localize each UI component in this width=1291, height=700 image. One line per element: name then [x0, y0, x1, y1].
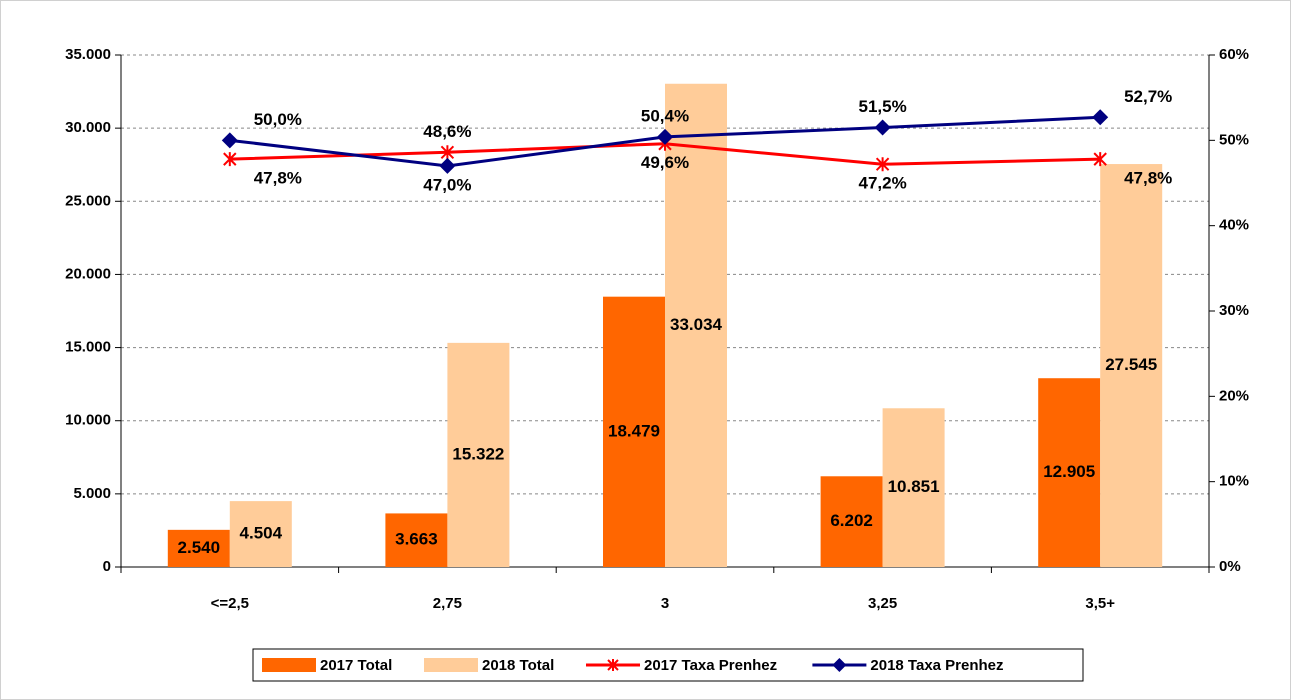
line-value-label: 50,4%	[641, 106, 689, 125]
y2-tick-label: 20%	[1219, 387, 1249, 404]
bar	[882, 408, 945, 567]
legend: 2017 Total 2018 Total 2017 Taxa Prenhez 201…	[252, 648, 1084, 682]
line-value-label: 47,2%	[858, 174, 906, 193]
y-tick-label: 5.000	[73, 485, 111, 502]
legend-box	[252, 648, 1084, 682]
bar	[167, 529, 230, 567]
bar-value-label: 6.202	[830, 511, 873, 530]
line-marker	[221, 132, 238, 149]
line-marker	[1092, 109, 1109, 126]
y2-tick-label: 10%	[1219, 473, 1249, 490]
y2-tick-label: 50%	[1219, 131, 1249, 148]
x-tick-label: 3	[661, 595, 669, 612]
bar-value-label: 3.663	[395, 530, 438, 549]
bar	[229, 501, 292, 567]
bar	[1038, 378, 1101, 567]
line-marker	[439, 157, 456, 174]
bar	[603, 296, 665, 567]
line-value-label: 51,5%	[858, 97, 906, 116]
y2-tick-label: 40%	[1219, 217, 1249, 234]
legend-marker	[607, 659, 619, 671]
line-value-label: 48,6%	[423, 122, 471, 141]
line-marker	[874, 119, 891, 136]
bar	[385, 513, 448, 567]
x-tick-label: 2,75	[433, 595, 462, 612]
y-tick-label: 20.000	[65, 265, 111, 282]
line-marker	[440, 145, 455, 160]
y2-tick-label: 60%	[1219, 46, 1249, 63]
line-marker	[223, 152, 237, 167]
line-value-label: 50,0%	[254, 110, 302, 129]
x-tick-label: <=2,5	[211, 595, 249, 612]
bar-value-label: 4.504	[240, 524, 283, 543]
bar-value-label: 18.479	[608, 421, 660, 440]
bar	[447, 342, 510, 567]
bar	[820, 476, 883, 567]
legend-label: 2018 Taxa Prenhez	[870, 657, 1003, 674]
y2-tick-label: 0%	[1219, 558, 1241, 575]
y-tick-label: 35.000	[65, 46, 111, 63]
y-tick-label: 30.000	[65, 119, 111, 136]
bar-value-label: 33.034	[670, 315, 723, 334]
legend-label: 2018 Total	[482, 657, 554, 674]
line-value-label: 52,7%	[1124, 87, 1172, 106]
x-tick-label: 3,5+	[1085, 595, 1115, 612]
bar	[1100, 164, 1163, 567]
bar-value-label: 10.851	[888, 477, 940, 496]
legend-label: 2017 Total	[320, 657, 392, 674]
line-value-label: 49,6%	[641, 153, 689, 172]
bar	[665, 83, 727, 568]
line-value-label: 47,0%	[423, 175, 471, 194]
y-tick-label: 10.000	[65, 412, 111, 429]
bar-value-label: 2.540	[178, 538, 221, 557]
y-tick-label: 0	[103, 558, 111, 575]
legend-label: 2017 Taxa Prenhez	[644, 657, 777, 674]
line-marker	[875, 157, 890, 172]
y2-tick-label: 30%	[1219, 302, 1249, 319]
legend-marker	[832, 658, 847, 672]
y-tick-label: 15.000	[65, 339, 111, 356]
line-marker	[1093, 152, 1107, 167]
line-value-label: 47,8%	[254, 169, 302, 188]
legend-swatch	[424, 658, 478, 672]
line-value-label: 47,8%	[1124, 169, 1172, 188]
legend-swatch	[262, 658, 316, 672]
bar-value-label: 12.905	[1043, 462, 1095, 481]
bar-value-label: 15.322	[452, 444, 504, 463]
line-marker	[657, 128, 673, 145]
bar-value-label: 27.545	[1105, 355, 1157, 374]
x-tick-label: 3,25	[868, 595, 897, 612]
y-tick-label: 25.000	[65, 192, 111, 209]
